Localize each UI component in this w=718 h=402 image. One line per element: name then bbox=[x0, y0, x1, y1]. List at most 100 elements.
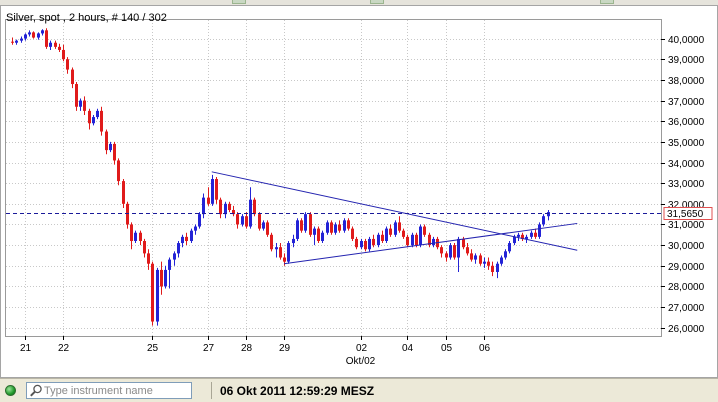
candle-body bbox=[398, 222, 401, 231]
candle-body bbox=[262, 222, 265, 229]
candle-body bbox=[11, 41, 14, 43]
candle bbox=[202, 193, 205, 219]
candle-body bbox=[538, 224, 541, 237]
x-tick-label: 21 bbox=[20, 343, 32, 354]
candle-body bbox=[207, 197, 210, 204]
candle-body bbox=[32, 32, 35, 38]
candle bbox=[372, 234, 375, 248]
current-price-marker: 31,5650 bbox=[6, 207, 713, 220]
candle-body bbox=[20, 38, 23, 41]
candle bbox=[147, 249, 150, 270]
candle bbox=[232, 205, 235, 217]
candle-body bbox=[491, 265, 494, 272]
candle-body bbox=[275, 247, 278, 250]
x-tick-label: 05 bbox=[441, 343, 453, 354]
candle bbox=[32, 31, 35, 39]
candle bbox=[389, 224, 392, 237]
candle bbox=[37, 32, 40, 40]
candle bbox=[292, 234, 295, 248]
y-axis: 26,0000 27,0000 28,0000 29,0000 30,0000 31,00… bbox=[661, 35, 705, 335]
candle bbox=[538, 222, 541, 239]
plot-area[interactable] bbox=[5, 19, 662, 337]
candle-body bbox=[88, 110, 91, 124]
y-tick-label: 27,0000 bbox=[668, 303, 705, 314]
candle bbox=[432, 236, 435, 248]
toolbar-tab-3[interactable] bbox=[600, 0, 614, 4]
toolbar-tab-2[interactable] bbox=[370, 0, 384, 4]
candle-body bbox=[415, 234, 418, 246]
status-datetime: 06 Okt 2011 12:59:29 MESZ bbox=[220, 384, 375, 398]
status-bar: 06 Okt 2011 12:59:29 MESZ bbox=[0, 378, 718, 402]
candle bbox=[160, 261, 163, 295]
candle-body bbox=[394, 222, 397, 235]
candle bbox=[15, 39, 18, 45]
candle bbox=[62, 44, 65, 62]
candle bbox=[270, 232, 273, 252]
x-tick-label: 22 bbox=[58, 343, 70, 354]
candle bbox=[266, 220, 269, 237]
trendline[interactable] bbox=[283, 222, 578, 265]
candle-body bbox=[377, 234, 380, 246]
candle-body bbox=[483, 261, 486, 264]
y-tick-label: 31,0000 bbox=[668, 220, 705, 231]
candle bbox=[28, 30, 31, 37]
candle bbox=[508, 240, 511, 254]
candle bbox=[453, 243, 456, 260]
candle-body bbox=[304, 214, 307, 231]
y-tick-label: 28,0000 bbox=[668, 282, 705, 293]
candle bbox=[415, 232, 418, 248]
search-input[interactable] bbox=[44, 383, 189, 398]
candle-body bbox=[224, 203, 227, 215]
x-tick-label: 27 bbox=[203, 343, 215, 354]
candle bbox=[190, 228, 193, 244]
candle bbox=[445, 251, 448, 262]
candle-body bbox=[521, 234, 524, 239]
candle-body bbox=[462, 238, 465, 248]
chart-panel[interactable]: 26,0000 27,0000 28,0000 29,0000 30,0000 31,00… bbox=[0, 5, 718, 378]
candle bbox=[500, 255, 503, 266]
status-dot-icon[interactable] bbox=[5, 385, 16, 396]
candle bbox=[406, 234, 409, 248]
candle-body bbox=[440, 247, 443, 254]
candle bbox=[351, 226, 354, 241]
candle-body bbox=[296, 220, 299, 239]
candle bbox=[347, 218, 350, 231]
y-tick-label: 39,0000 bbox=[668, 55, 705, 66]
candle-body bbox=[164, 269, 167, 287]
candle bbox=[198, 212, 201, 229]
candle bbox=[470, 249, 473, 262]
candle-body bbox=[292, 238, 295, 244]
candle-body bbox=[385, 228, 388, 241]
candle bbox=[394, 220, 397, 237]
x-tick-label: 29 bbox=[279, 343, 291, 354]
search-icon[interactable] bbox=[29, 384, 43, 397]
candle bbox=[134, 230, 137, 244]
toolbar-tab-1[interactable] bbox=[232, 0, 246, 4]
candle-body bbox=[139, 232, 142, 241]
trendlines bbox=[211, 171, 578, 265]
trendline[interactable] bbox=[211, 171, 578, 251]
candle bbox=[491, 261, 494, 277]
candle-body bbox=[283, 257, 286, 262]
candle-body bbox=[368, 238, 371, 250]
x-tick-label: 25 bbox=[147, 343, 159, 354]
candle bbox=[402, 228, 405, 239]
candle-body bbox=[75, 84, 78, 107]
price-chart[interactable]: 26,0000 27,0000 28,0000 29,0000 30,0000 31,00… bbox=[0, 5, 718, 378]
candle bbox=[521, 232, 524, 241]
candle-body bbox=[530, 232, 533, 237]
candle-body bbox=[156, 269, 159, 322]
candle bbox=[483, 257, 486, 268]
candle bbox=[338, 220, 341, 233]
candle bbox=[130, 222, 133, 250]
candle-body bbox=[79, 100, 82, 107]
candle-body bbox=[466, 247, 469, 254]
candle bbox=[411, 232, 414, 248]
instrument-search[interactable] bbox=[26, 382, 192, 399]
candle bbox=[249, 187, 252, 229]
candle-body bbox=[92, 117, 95, 124]
candle bbox=[207, 187, 210, 206]
y-tick-label: 36,0000 bbox=[668, 117, 705, 128]
candle bbox=[487, 257, 490, 270]
candle bbox=[100, 106, 103, 136]
